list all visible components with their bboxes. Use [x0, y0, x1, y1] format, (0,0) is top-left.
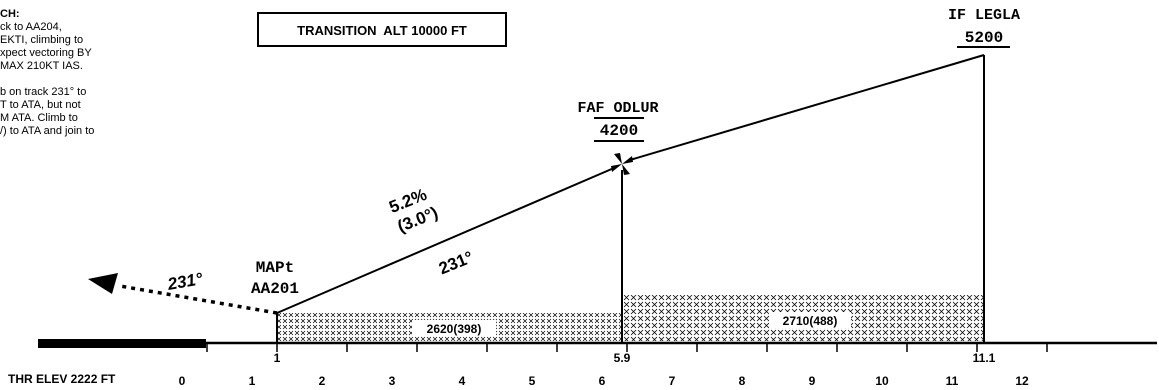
if-fix-altitude: 5200: [965, 29, 1003, 47]
axis-scale-label: 4: [459, 374, 466, 388]
segment-label-intermediate: 2710(488): [783, 314, 838, 328]
axis-scale-label: 8: [739, 374, 746, 388]
axis-scale-label: 9: [809, 374, 816, 388]
notes-line: xpect vectoring BY: [0, 47, 92, 59]
runway-bar: [38, 339, 206, 348]
distance-mark-faf: 5.9: [614, 351, 631, 365]
segment-label-final: 2620(398): [427, 322, 482, 336]
distance-mark-if: 11.1: [973, 351, 996, 365]
notes-line: EKTI, climbing to: [0, 34, 84, 46]
notes-line: ck to AA204,: [0, 21, 62, 33]
threshold-elevation-label: THR ELEV 2222 FT: [8, 372, 116, 386]
notes-line: b on track 231° to: [0, 86, 87, 98]
segment-label-bg: [412, 320, 496, 336]
distance-mark-mapt: 1: [274, 351, 281, 365]
axis-scale-labels: 0 1 2 3 4 5 6 7 8 9 10 11 12: [179, 374, 1029, 388]
notes-line: /) to ATA and join to: [0, 125, 95, 137]
faf-fix-name: FAF ODLUR: [577, 100, 658, 117]
intermediate-path: [629, 54, 985, 161]
transition-box: [257, 12, 507, 47]
axis-scale-label: 6: [599, 374, 606, 388]
mapt-label: MAPt: [256, 259, 294, 277]
segment-label-bg: [769, 312, 851, 328]
axis-scale-label: 5: [529, 374, 536, 388]
notes-line: MAX 210KT IAS.: [0, 60, 83, 72]
procedure-notes: CH: ck to AA204, EKTI, climbing to xpect…: [0, 8, 205, 138]
notes-line: T to ATA, but not: [0, 99, 81, 111]
axis-scale-label: 7: [669, 374, 676, 388]
missed-track-label: 231°: [165, 269, 204, 294]
axis-ticks: [206, 343, 1048, 352]
notes-heading: CH:: [0, 8, 20, 20]
axis-scale-label: 0: [179, 374, 186, 388]
mapt-fix-id: AA201: [251, 280, 299, 298]
transition-alt-label: TRANSITION ALT 10000 FT: [297, 23, 467, 38]
axis-scale-label: 11: [946, 374, 959, 388]
axis-scale-label: 12: [1015, 374, 1029, 388]
axis-scale-label: 10: [875, 374, 889, 388]
if-fix-name: IF LEGLA: [948, 7, 1020, 24]
axis-scale-label: 1: [249, 374, 256, 388]
notes-line: M ATA. Climb to: [0, 112, 78, 124]
axis-scale-label: 2: [319, 374, 326, 388]
axis-scale-label: 3: [389, 374, 396, 388]
faf-fix-altitude: 4200: [600, 122, 638, 140]
final-descent-path: [276, 167, 615, 314]
missed-approach-arrow-icon: [88, 273, 118, 294]
final-track-label: 231°: [436, 247, 476, 278]
